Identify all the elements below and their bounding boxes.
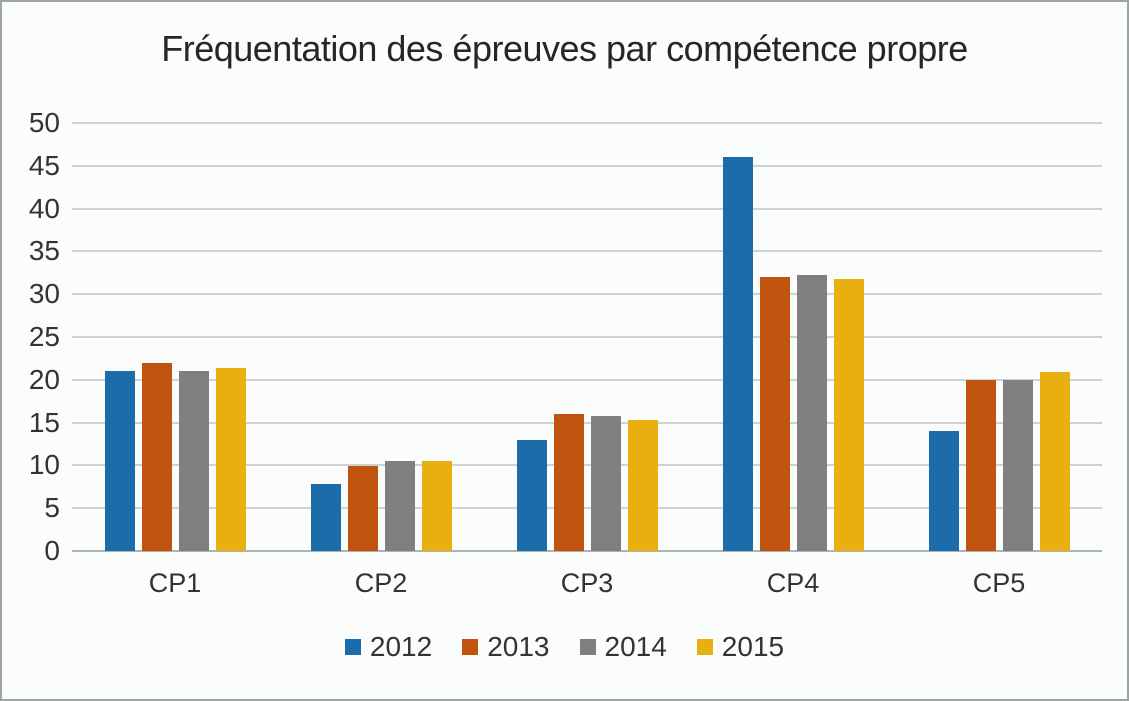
legend-item-2015: 2015 bbox=[696, 631, 785, 663]
bar-2012-cp5 bbox=[929, 431, 959, 551]
plot-area bbox=[72, 122, 1102, 552]
bar-2015-cp2 bbox=[422, 461, 452, 551]
x-tick-label: CP2 bbox=[354, 568, 408, 598]
legend-swatch-icon bbox=[462, 639, 479, 655]
y-tick-label: 35 bbox=[28, 235, 60, 267]
y-tick-label: 40 bbox=[28, 192, 60, 224]
bar-2015-cp5 bbox=[1040, 372, 1070, 551]
legend-swatch-icon bbox=[579, 639, 596, 655]
gridline bbox=[72, 422, 1102, 424]
bar-2013-cp2 bbox=[348, 466, 378, 551]
y-tick-label: 15 bbox=[28, 406, 60, 438]
bar-2014-cp4 bbox=[797, 275, 827, 551]
x-tick-label: CP3 bbox=[560, 568, 614, 598]
y-tick-label: 25 bbox=[28, 321, 60, 352]
legend-item-2012: 2012 bbox=[344, 631, 433, 663]
bar-2014-cp1 bbox=[179, 371, 209, 551]
legend-swatch-icon bbox=[344, 639, 361, 655]
bar-2012-cp1 bbox=[105, 371, 135, 551]
gridline bbox=[72, 122, 1102, 124]
legend-label: 2013 bbox=[487, 631, 550, 662]
x-tick-label: CP5 bbox=[972, 568, 1026, 598]
bar-2015-cp4 bbox=[834, 279, 864, 551]
bar-2013-cp3 bbox=[554, 414, 584, 551]
bar-2012-cp3 bbox=[517, 440, 547, 551]
legend: 2012 2013 2014 2015 bbox=[2, 631, 1127, 663]
bar-2013-cp5 bbox=[966, 380, 996, 551]
x-tick-label: CP4 bbox=[766, 568, 820, 598]
gridline bbox=[72, 250, 1102, 252]
legend-label: 2015 bbox=[721, 631, 785, 662]
legend-item-2013: 2013 bbox=[462, 631, 550, 663]
bar-2015-cp1 bbox=[216, 368, 246, 551]
y-tick-label: 0 bbox=[44, 535, 60, 566]
y-tick-label: 10 bbox=[28, 449, 60, 481]
y-tick-label: 30 bbox=[28, 278, 60, 310]
bar-2013-cp4 bbox=[760, 277, 790, 551]
bar-2012-cp4 bbox=[723, 157, 753, 551]
gridline bbox=[72, 379, 1102, 381]
bar-2015-cp3 bbox=[628, 420, 658, 551]
legend-item-2014: 2014 bbox=[579, 631, 667, 663]
x-axis-line bbox=[72, 550, 1102, 552]
chart-title: Fréquentation des épreuves par compétenc… bbox=[161, 28, 968, 69]
bar-2014-cp3 bbox=[591, 416, 621, 551]
bar-2013-cp1 bbox=[142, 363, 172, 551]
x-axis: CP1 CP2 CP3 CP4 CP5 bbox=[2, 568, 1127, 604]
legend-label: 2012 bbox=[369, 631, 433, 662]
gridline bbox=[72, 293, 1102, 295]
legend-label: 2014 bbox=[604, 631, 667, 662]
bar-2014-cp2 bbox=[385, 461, 415, 551]
gridline bbox=[72, 507, 1102, 509]
y-tick-label: 50 bbox=[28, 107, 60, 138]
y-tick-label: 5 bbox=[44, 492, 60, 524]
y-tick-label: 45 bbox=[28, 149, 60, 181]
y-tick-label: 20 bbox=[28, 363, 60, 395]
gridline bbox=[72, 464, 1102, 466]
x-tick-label: CP1 bbox=[148, 568, 202, 598]
legend-swatch-icon bbox=[696, 639, 713, 655]
gridline bbox=[72, 165, 1102, 167]
bar-2012-cp2 bbox=[311, 484, 341, 551]
bar-2014-cp5 bbox=[1003, 380, 1033, 551]
gridline bbox=[72, 208, 1102, 210]
gridline bbox=[72, 336, 1102, 338]
